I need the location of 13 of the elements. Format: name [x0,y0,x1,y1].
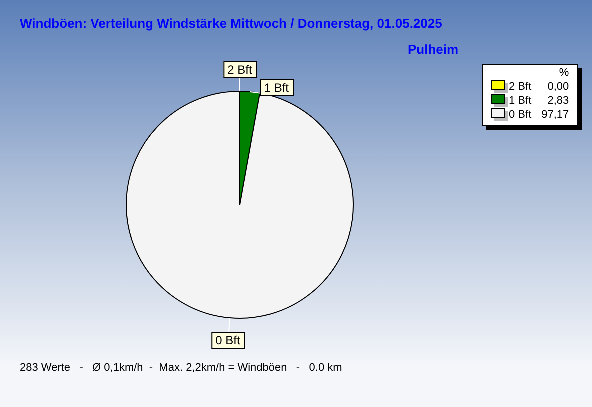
legend-title: % [558,67,570,80]
legend-label: 1 Bft [508,94,533,108]
category-label: 2 Bft [228,62,252,77]
chart-title: Windböen: Verteilung Windstärke Mittwoch / Donnerstag, 01.05.2025 [20,16,442,31]
text: 0,00 [548,80,570,92]
chart-subtitle: Pulheim [408,42,459,57]
legend-label: 0 Bft [508,108,533,122]
slice-label: 0 Bft [216,333,241,348]
data-label: 97,17 [540,108,570,122]
data-label: 2,83 [546,94,570,108]
legend-label: 2 Bft [508,80,533,94]
text: 283 Werte - Ø 0,1km/h - Max. 2,2km/h = Windböen - 0.0 km [20,362,342,374]
slice-label: 1 Bft [264,80,290,95]
